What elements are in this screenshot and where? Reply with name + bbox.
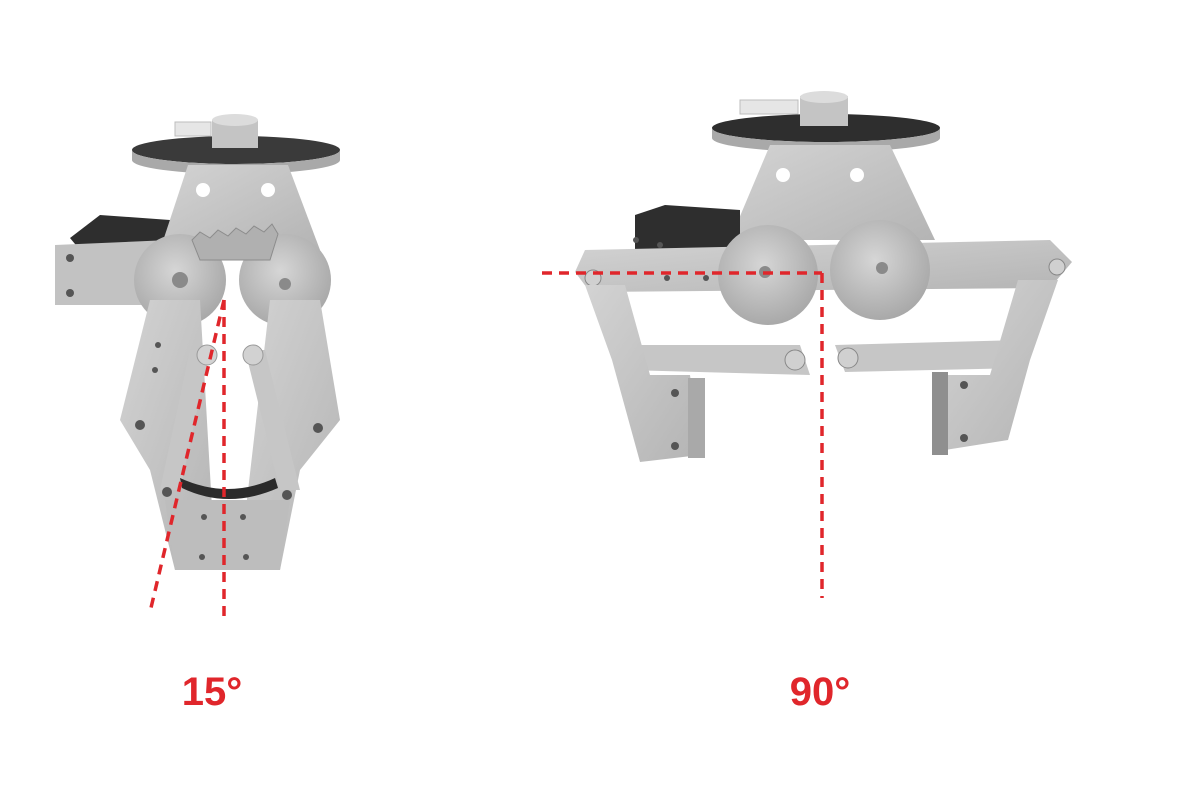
open-angle-label: 90°: [789, 670, 851, 714]
finger-angle-line: [148, 299, 226, 613]
closed-angle-label: 15°: [181, 670, 243, 714]
gripper-closed: [55, 114, 340, 570]
angle-annotation-closed: [148, 299, 226, 620]
angle-annotation-open: [542, 271, 824, 598]
gripper-open: [575, 91, 1072, 462]
